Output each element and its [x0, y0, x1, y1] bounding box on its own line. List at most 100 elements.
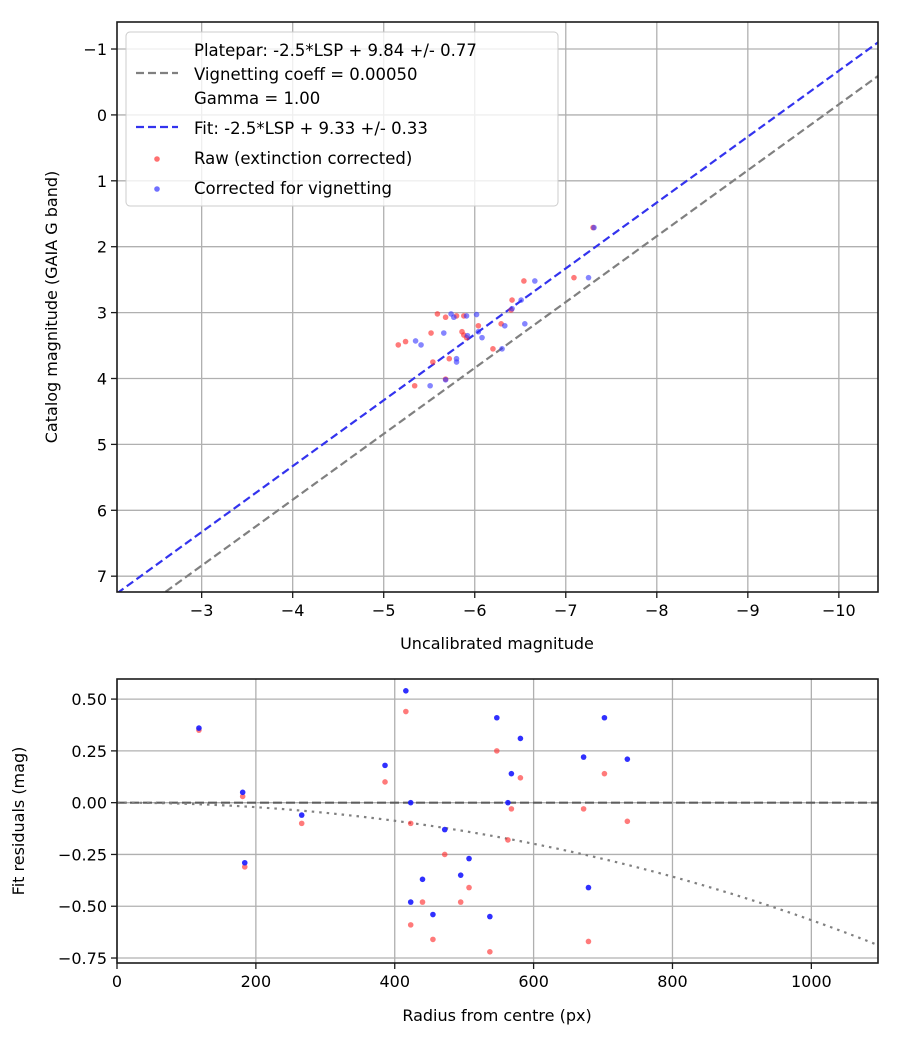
- top-x-tick-label: −6: [463, 601, 487, 620]
- bottom-corrected-point: [407, 899, 414, 905]
- legend-label-vignetting: Vignetting coeff = 0.00050: [194, 65, 418, 84]
- bottom-raw-point: [508, 806, 515, 812]
- bottom-corrected-point: [517, 735, 524, 742]
- top-corrected-point: [501, 322, 508, 329]
- top-corrected-point: [509, 305, 515, 312]
- top-raw-point: [521, 278, 527, 284]
- bottom-corrected-point: [508, 770, 515, 777]
- bottom-x-tick-label: 800: [657, 972, 688, 991]
- legend-label-platepar: Platepar: -2.5*LSP + 9.84 +/- 0.77: [194, 41, 477, 60]
- bottom-raw-point: [487, 949, 493, 955]
- top-raw-point: [475, 322, 482, 329]
- bottom-raw-point: [298, 820, 305, 827]
- top-scatter-points: [395, 224, 597, 389]
- bottom-raw-point: [441, 851, 448, 858]
- top-x-tick-label: −5: [372, 601, 396, 620]
- top-y-tick-label: 7: [97, 567, 107, 586]
- legend-raw-marker: [154, 156, 160, 162]
- top-corrected-point: [418, 342, 424, 348]
- top-corrected-point: [442, 377, 449, 383]
- bottom-lines: [117, 801, 878, 947]
- bottom-raw-point: [624, 818, 631, 825]
- residuals-chart: 0 200 400 600 800 1000 0.50 0.25 0.00 −0.25 −0.50 −…: [9, 678, 879, 1025]
- top-plot-frame: [116, 21, 879, 593]
- top-corrected-point: [412, 338, 419, 344]
- top-fit-lines: [117, 41, 878, 592]
- bottom-corrected-point: [585, 884, 592, 891]
- bottom-corrected-point: [241, 859, 248, 866]
- bottom-corrected-point: [494, 714, 500, 721]
- bottom-corrected-point: [419, 876, 426, 883]
- bottom-y-axis-label: Fit residuals (mag): [9, 747, 28, 896]
- top-fit-line: [117, 41, 878, 592]
- bottom-corrected-point: [430, 911, 436, 918]
- top-corrected-point: [427, 382, 433, 389]
- bottom-y-tick-label: −0.50: [58, 897, 107, 916]
- bottom-raw-point: [419, 899, 426, 905]
- bottom-corrected-point: [239, 789, 246, 796]
- bottom-corrected-point: [466, 855, 472, 862]
- bottom-corrected-point: [580, 754, 587, 760]
- bottom-raw-point: [505, 837, 511, 843]
- legend: Platepar: -2.5*LSP + 9.84 +/- 0.77 Vigne…: [125, 31, 559, 207]
- bottom-vignetting-curve: [117, 801, 878, 947]
- top-corrected-point: [499, 346, 505, 352]
- bottom-corrected-point: [505, 799, 511, 806]
- bottom-x-tick-label: 400: [379, 972, 410, 991]
- bottom-x-tick-label: 600: [518, 972, 549, 991]
- top-raw-point: [446, 355, 453, 362]
- top-corrected-point: [591, 224, 597, 231]
- bottom-y-tick-label: 0.50: [71, 690, 107, 709]
- top-x-tick-label: −9: [736, 601, 760, 620]
- legend-corrected-marker: [154, 186, 160, 192]
- top-corrected-point: [475, 328, 482, 335]
- bottom-raw-point: [407, 922, 414, 928]
- top-corrected-point: [451, 314, 457, 321]
- bottom-corrected-point: [403, 688, 409, 694]
- bottom-x-tick-label: 0: [112, 972, 122, 991]
- top-x-tick-label: −10: [822, 601, 856, 620]
- bottom-corrected-point: [196, 725, 202, 731]
- bottom-raw-point: [580, 806, 587, 812]
- top-raw-point: [428, 330, 434, 336]
- bottom-corrected-point: [407, 799, 414, 806]
- bottom-raw-point: [430, 936, 436, 943]
- bottom-raw-point: [239, 793, 246, 800]
- bottom-ticks: 0 200 400 600 800 1000 0.50 0.25 0.00 −0.25 −0.50 −…: [58, 690, 832, 991]
- bottom-raw-point: [601, 770, 608, 777]
- bottom-x-axis-label: Radius from centre (px): [402, 1006, 591, 1025]
- top-x-tick-label: −3: [190, 601, 214, 620]
- top-corrected-point: [464, 332, 471, 339]
- legend-label-raw: Raw (extinction corrected): [194, 149, 412, 168]
- top-corrected-point: [479, 334, 485, 341]
- top-corrected-point: [585, 274, 592, 281]
- top-corrected-point: [518, 297, 524, 303]
- top-corrected-point: [532, 278, 538, 284]
- bottom-plot-frame: [116, 678, 879, 964]
- bottom-raw-point: [585, 938, 592, 945]
- top-raw-point: [430, 359, 436, 365]
- top-platepar-line: [163, 75, 878, 592]
- top-y-tick-label: 3: [97, 304, 107, 323]
- top-raw-point: [411, 382, 418, 389]
- top-x-tick-label: −4: [281, 601, 305, 620]
- top-corrected-point: [440, 330, 447, 336]
- top-corrected-point: [453, 359, 460, 365]
- bottom-raw-point: [517, 775, 524, 781]
- top-corrected-point: [473, 311, 480, 318]
- top-x-tick-label: −7: [554, 601, 578, 620]
- bottom-corrected-point: [382, 762, 388, 769]
- bottom-raw-point: [494, 748, 500, 754]
- top-raw-point: [509, 297, 515, 303]
- top-y-tick-label: 0: [97, 106, 107, 125]
- top-corrected-point: [522, 321, 528, 327]
- legend-label-corrected: Corrected for vignetting: [194, 179, 392, 198]
- bottom-raw-point: [241, 864, 248, 870]
- top-raw-point: [490, 346, 496, 352]
- top-raw-point: [395, 342, 402, 348]
- top-y-tick-label: −1: [83, 40, 107, 59]
- bottom-corrected-point: [487, 913, 493, 920]
